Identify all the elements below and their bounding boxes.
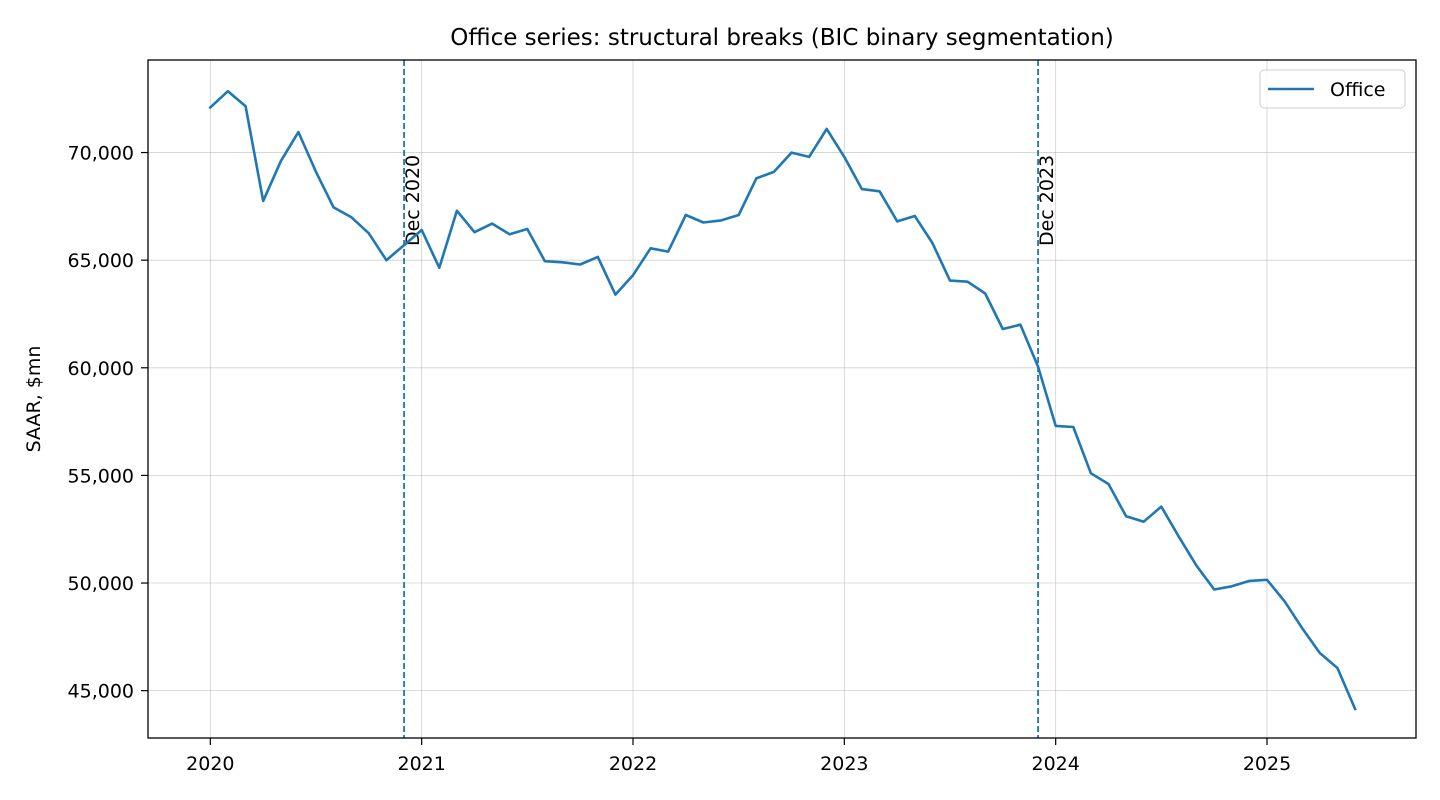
legend-label-office: Office	[1330, 79, 1385, 101]
break-label: Dec 2020	[402, 155, 424, 246]
y-tick-label: 50,000	[68, 573, 134, 595]
plot-area-frame	[147, 59, 1417, 739]
x-tick-label: 2025	[1243, 753, 1291, 775]
x-tick-label: 2023	[820, 753, 868, 775]
y-tick-label: 70,000	[68, 143, 134, 165]
series-line-office	[208, 89, 1357, 711]
y-tick-label: 65,000	[68, 250, 134, 272]
grid-lines	[148, 60, 1416, 738]
legend: Office	[1259, 69, 1406, 109]
series-lines	[208, 89, 1357, 711]
chart-title: Office series: structural breaks (BIC bi…	[450, 25, 1114, 51]
y-tick-label: 55,000	[68, 465, 134, 487]
y-tick-label: 60,000	[68, 358, 134, 380]
x-tick-label: 2024	[1031, 753, 1079, 775]
x-axis-ticks: 2020 2021 2022 2023 2024 2025	[186, 738, 1291, 775]
x-tick-label: 2020	[186, 753, 234, 775]
structural-breaks: Dec 2020 Dec 2023	[402, 60, 1058, 738]
y-axis-ticks: 45,000 50,000 55,000 60,000 65,000 70,000	[68, 143, 148, 703]
break-label: Dec 2023	[1036, 155, 1058, 246]
x-tick-label: 2022	[609, 753, 657, 775]
x-tick-label: 2021	[397, 753, 445, 775]
legend-box	[1259, 69, 1406, 109]
y-tick-label: 45,000	[68, 681, 134, 703]
y-axis-label: SAAR, $mn	[23, 346, 45, 453]
